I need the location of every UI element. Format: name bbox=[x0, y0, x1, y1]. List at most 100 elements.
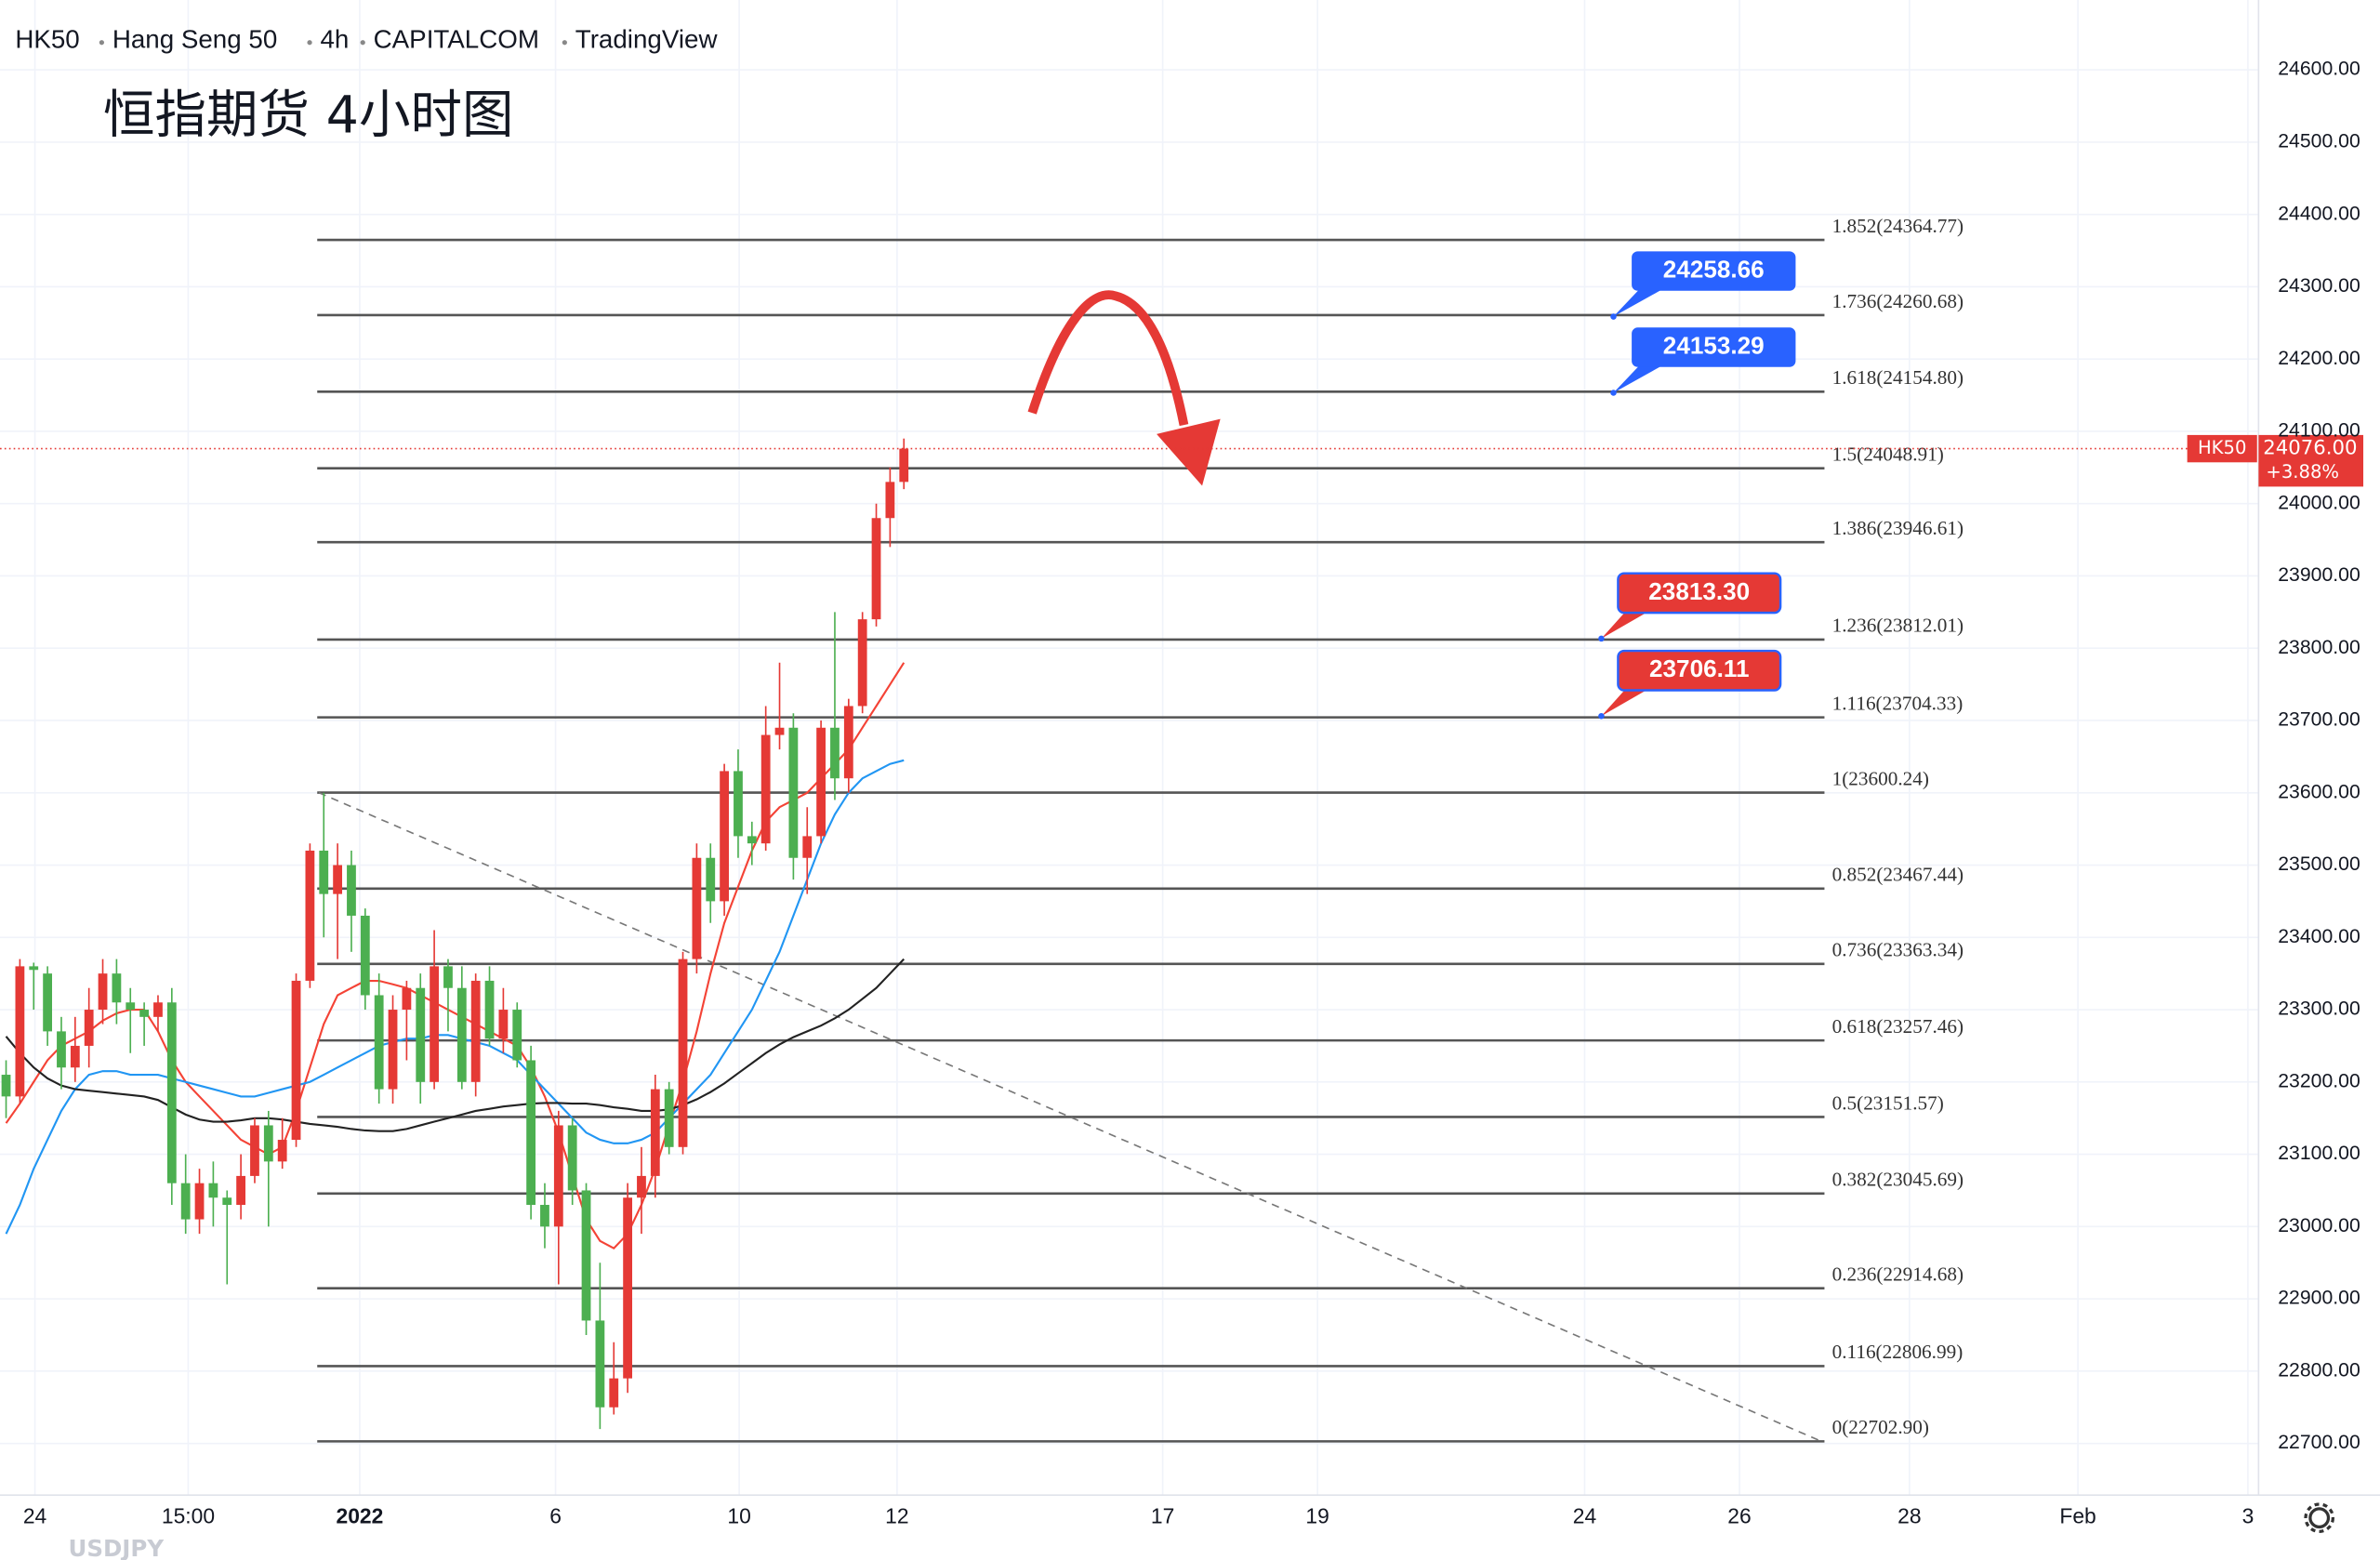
separator bbox=[562, 40, 567, 46]
candle-body bbox=[734, 771, 743, 837]
candle-body bbox=[15, 966, 25, 1097]
y-tick-label: 22800.00 bbox=[2278, 1359, 2360, 1381]
chart-title: 恒指期货 4小时图 bbox=[103, 85, 513, 145]
candle-body bbox=[816, 727, 826, 837]
y-tick-label: 22700.00 bbox=[2278, 1432, 2360, 1453]
candle-body bbox=[664, 1089, 674, 1147]
callout-anchor bbox=[1598, 635, 1605, 642]
fib-label: 0.382(23045.69) bbox=[1832, 1169, 1964, 1191]
candle-body bbox=[250, 1125, 259, 1176]
callout-anchor bbox=[1610, 313, 1617, 320]
candle-body bbox=[650, 1089, 660, 1176]
candle-body bbox=[830, 727, 840, 779]
callout-box bbox=[1632, 251, 1796, 291]
y-tick-label: 24600.00 bbox=[2278, 59, 2360, 80]
candle-body bbox=[98, 973, 108, 1011]
candle-body bbox=[70, 1045, 80, 1068]
candle-body bbox=[512, 1010, 522, 1061]
y-tick-label: 23300.00 bbox=[2278, 998, 2360, 1020]
ma-line bbox=[5, 958, 906, 1132]
y-tick-label: 24000.00 bbox=[2278, 492, 2360, 513]
candle-body bbox=[402, 987, 412, 1011]
candle-body bbox=[540, 1205, 549, 1227]
x-tick-label: 26 bbox=[1727, 1504, 1751, 1528]
candle-body bbox=[1, 1075, 11, 1097]
price-change-label: +3.88% bbox=[2266, 461, 2339, 483]
candle-body bbox=[678, 958, 688, 1147]
candle-body bbox=[581, 1190, 591, 1321]
settings-icon[interactable] bbox=[2304, 1502, 2335, 1533]
callout-pointer bbox=[1601, 687, 1652, 717]
y-tick-label: 23000.00 bbox=[2278, 1215, 2360, 1236]
source: TradingView bbox=[575, 24, 719, 53]
candle-body bbox=[333, 865, 343, 894]
candle-body bbox=[857, 619, 867, 707]
candle-body bbox=[456, 987, 467, 1082]
fib-label: 0(22702.90) bbox=[1832, 1416, 1929, 1438]
fib-label: 0.736(23363.34) bbox=[1832, 939, 1964, 961]
fib-label: 1.236(23812.01) bbox=[1832, 615, 1964, 637]
callout-pointer bbox=[1601, 609, 1652, 639]
callout-box bbox=[1617, 572, 1782, 615]
x-tick-label: 17 bbox=[1151, 1504, 1174, 1528]
callout-label: 24258.66 bbox=[1663, 255, 1765, 283]
ma-line bbox=[5, 662, 906, 1249]
candle-body bbox=[498, 1010, 509, 1039]
candle-body bbox=[747, 836, 757, 844]
candle-body bbox=[57, 1031, 66, 1068]
fib-label: 1(23600.24) bbox=[1832, 767, 1929, 789]
candle-body bbox=[871, 518, 881, 620]
x-tick-label: 28 bbox=[1897, 1504, 1921, 1528]
y-tick-label: 24100.00 bbox=[2278, 420, 2360, 442]
y-tick-label: 24500.00 bbox=[2278, 130, 2360, 152]
fib-label: 1.116(23704.33) bbox=[1832, 692, 1964, 714]
candle-body bbox=[84, 1010, 94, 1046]
candle-body bbox=[29, 966, 39, 971]
gear-teeth[interactable] bbox=[2304, 1502, 2335, 1533]
candle-body bbox=[180, 1183, 191, 1220]
symbol-tag bbox=[2187, 434, 2257, 463]
candle-body bbox=[388, 1010, 398, 1090]
candle-body bbox=[112, 973, 122, 1003]
candle-body bbox=[208, 1183, 218, 1198]
candle-body bbox=[637, 1175, 646, 1198]
arrow-head bbox=[1157, 418, 1221, 486]
y-tick-label: 23500.00 bbox=[2278, 853, 2360, 875]
x-tick-label: 12 bbox=[885, 1504, 908, 1528]
candle-body bbox=[291, 980, 301, 1141]
candle-body bbox=[347, 865, 356, 916]
gear[interactable] bbox=[2308, 1507, 2331, 1529]
separator bbox=[99, 40, 105, 46]
candle-body bbox=[706, 857, 716, 902]
candle-body bbox=[526, 1060, 536, 1206]
candle-body bbox=[222, 1197, 232, 1206]
callout-box bbox=[1617, 649, 1782, 692]
fib-label: 0.618(23257.46) bbox=[1832, 1015, 1964, 1038]
candle-body bbox=[484, 980, 495, 1039]
candle-body bbox=[692, 857, 702, 959]
candle-body bbox=[126, 1002, 136, 1011]
price-tag bbox=[2258, 434, 2364, 487]
y-tick-label: 24200.00 bbox=[2278, 348, 2360, 369]
y-tick-label: 22900.00 bbox=[2278, 1288, 2360, 1309]
y-tick-label: 23400.00 bbox=[2278, 926, 2360, 947]
callout-anchor bbox=[1610, 390, 1617, 396]
candle-body bbox=[43, 973, 53, 1032]
fib-levels: 1.852(24364.77) 1.736(24260.68) 1.618(2415… bbox=[317, 215, 1964, 1443]
candle-body bbox=[595, 1320, 605, 1408]
y-tick-label: 23900.00 bbox=[2278, 564, 2360, 586]
candle-body bbox=[609, 1378, 619, 1408]
fib-label: 1.618(24154.80) bbox=[1832, 366, 1964, 389]
y-tick-label: 23200.00 bbox=[2278, 1070, 2360, 1091]
candle-body bbox=[788, 727, 799, 858]
candle-body bbox=[374, 995, 384, 1090]
candle-body bbox=[470, 980, 481, 1082]
exchange: CAPITALCOM bbox=[374, 24, 539, 53]
candle-body bbox=[443, 966, 453, 988]
x-tick-label: 19 bbox=[1305, 1504, 1329, 1528]
candle-body bbox=[843, 706, 853, 779]
y-tick-label: 24400.00 bbox=[2278, 203, 2360, 224]
fib-label: 1.386(23946.61) bbox=[1832, 517, 1964, 539]
candle-body bbox=[277, 1140, 287, 1162]
